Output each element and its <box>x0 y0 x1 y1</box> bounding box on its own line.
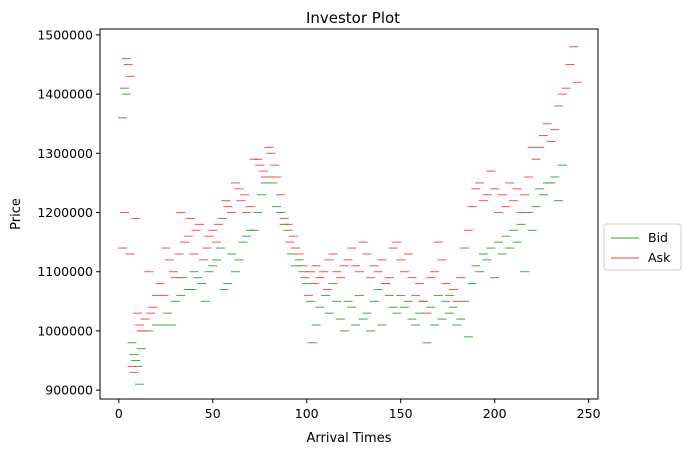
data-marks <box>118 46 582 385</box>
y-tick-label: 1500000 <box>37 27 93 42</box>
y-axis-title: Price <box>9 198 24 230</box>
y-tick-label: 1000000 <box>37 323 93 338</box>
x-tick-label: 0 <box>115 406 123 421</box>
x-tick-label: 50 <box>205 406 221 421</box>
y-tick-label: 1200000 <box>37 205 93 220</box>
legend: Bid Ask <box>603 223 682 271</box>
y-tick-label: 1300000 <box>37 146 93 161</box>
plot-frame <box>99 28 599 400</box>
y-tick-label: 1100000 <box>37 264 93 279</box>
legend-ask-label: Ask <box>648 250 671 265</box>
x-tick-label: 150 <box>389 406 413 421</box>
y-axis: 900000 1000000 1100000 1200000 1300000 140000… <box>37 27 100 398</box>
y-tick-label: 900000 <box>45 383 93 398</box>
x-tick-label: 250 <box>577 406 601 421</box>
chart-title: Investor Plot <box>306 9 400 27</box>
x-tick-label: 200 <box>483 406 507 421</box>
y-tick-label: 1400000 <box>37 87 93 102</box>
x-tick-label: 100 <box>295 406 319 421</box>
x-axis-title: Arrival Times <box>307 431 392 446</box>
x-axis: 0 50 100 150 200 250 <box>115 399 601 421</box>
legend-bid-label: Bid <box>648 230 668 245</box>
